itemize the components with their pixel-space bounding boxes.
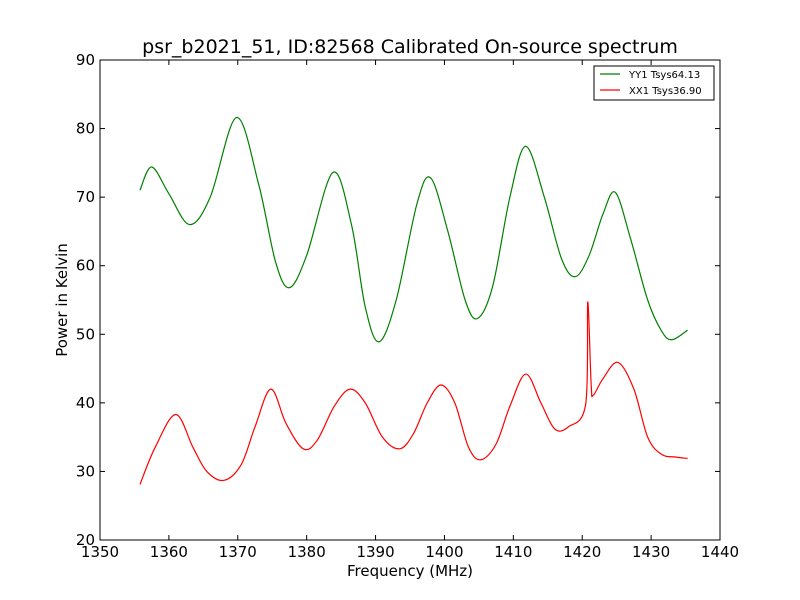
- series-line-1: [139, 301, 688, 485]
- y-tick-label: 90: [76, 51, 95, 69]
- y-tick-label: 20: [76, 531, 95, 549]
- x-tick-label: 1370: [219, 543, 257, 561]
- y-tick-label: 80: [76, 120, 95, 138]
- legend-label-xx1: XX1 Tsys36.90: [629, 86, 702, 97]
- x-tick-label: 1440: [701, 543, 739, 561]
- axis-ticks: 1350 1360 1370 1380 1390 1400 1410 1420 1430 1440…: [76, 51, 739, 561]
- x-tick-label: 1360: [150, 543, 188, 561]
- y-tick-label: 70: [76, 188, 95, 206]
- legend-label-yy1: YY1 Tsys64.13: [628, 70, 700, 81]
- plot-content: [139, 117, 688, 485]
- legend-box: [593, 65, 715, 101]
- x-tick-label: 1420: [563, 543, 601, 561]
- y-tick-label: 50: [76, 325, 95, 343]
- y-tick-label: 40: [76, 394, 95, 412]
- y-tick-label: 30: [76, 462, 95, 480]
- legend: YY1 Tsys64.13 XX1 Tsys36.90: [593, 65, 715, 101]
- x-tick-label: 1410: [494, 543, 532, 561]
- x-axis-label: Frequency (MHz): [347, 562, 473, 580]
- x-tick-label: 1390: [356, 543, 394, 561]
- chart-title: psr_b2021_51, ID:82568 Calibrated On-sou…: [142, 36, 678, 58]
- plot-frame: [99, 59, 721, 541]
- y-axis-label: Power in Kelvin: [53, 243, 71, 357]
- y-tick-label: 60: [76, 257, 95, 275]
- series-line-0: [139, 117, 688, 343]
- x-tick-label: 1350: [81, 543, 119, 561]
- x-tick-label: 1400: [425, 543, 463, 561]
- x-tick-label: 1430: [632, 543, 670, 561]
- x-tick-label: 1380: [288, 543, 326, 561]
